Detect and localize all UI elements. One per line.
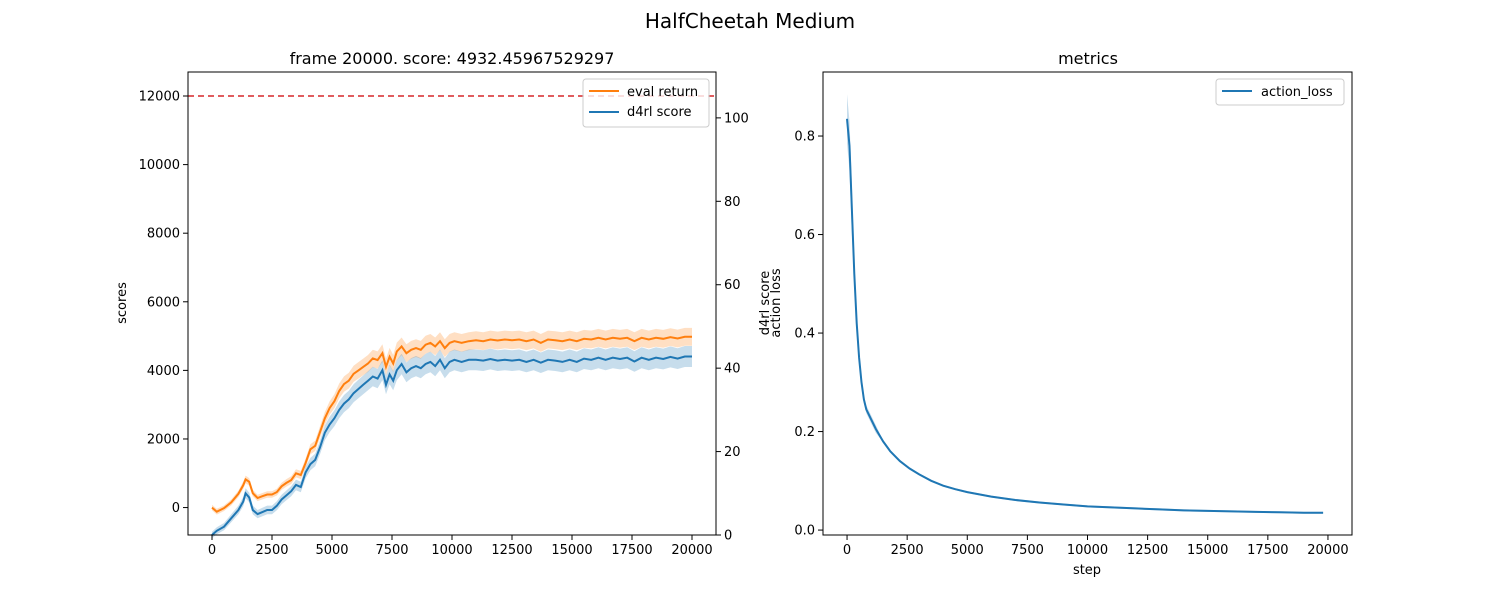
- legend-label-d4rl-score: d4rl score: [627, 105, 692, 120]
- scores-x-tick-label: 5000: [315, 543, 348, 558]
- metrics-y-tick-label: 0.4: [794, 327, 815, 342]
- legend-label-eval-return: eval return: [627, 85, 698, 100]
- metrics-y-tick-label: 0.0: [794, 524, 815, 539]
- metrics-x-tick-label: 10000: [1067, 543, 1108, 558]
- scores-x-tick-label: 17500: [611, 543, 652, 558]
- scores-x-tick-label: 2500: [255, 543, 288, 558]
- scores-chart: frame 20000. score: 4932.45967529297 0 25…: [115, 49, 749, 558]
- eval-return-band: [212, 327, 692, 515]
- d4rl-y-tick-label: 20: [724, 445, 741, 460]
- scores-y-tick-label: 2000: [147, 432, 180, 447]
- d4rl-y-tick-label: 60: [724, 278, 741, 293]
- d4rl-y-tick-label: 100: [724, 111, 749, 126]
- scores-axes-frame: [187, 71, 717, 536]
- metrics-y-tick-label: 0.8: [794, 130, 815, 145]
- d4rl-y-axis: 0 20 40 60 80 100: [716, 111, 749, 544]
- action-loss-line: [846, 118, 1324, 514]
- metrics-y-tick-label: 0.2: [794, 425, 815, 440]
- scores-y-tick-label: 8000: [147, 227, 180, 242]
- scores-x-tick-label: 10000: [431, 543, 472, 558]
- scores-y-tick-label: 6000: [147, 295, 180, 310]
- metrics-axes-frame: [822, 71, 1353, 536]
- scores-x-tick-label: 7500: [375, 543, 408, 558]
- scores-chart-title: frame 20000. score: 4932.45967529297: [290, 49, 615, 68]
- metrics-legend-box: [1215, 78, 1345, 106]
- d4rl-score-axis-label: d4rl score: [758, 271, 773, 336]
- action-loss-axis-label: action loss: [769, 268, 784, 337]
- d4rl-score-line: [211, 355, 692, 536]
- metrics-x-tick-label: 15000: [1187, 543, 1228, 558]
- metrics-y-tick-label: 0.6: [794, 228, 815, 243]
- action-loss-band: [847, 94, 1324, 514]
- metrics-x-tick-label: 12500: [1127, 543, 1168, 558]
- scores-plot-area: [188, 95, 716, 539]
- scores-legend: eval return d4rl score: [582, 78, 710, 128]
- metrics-x-tick-label: 20000: [1307, 543, 1348, 558]
- scores-y-axis: 0 2000 4000 6000 8000 10000 12000: [139, 90, 188, 516]
- figure-suptitle: HalfCheetah Medium: [645, 9, 855, 33]
- metrics-chart-title: metrics: [1058, 49, 1118, 68]
- scores-y-tick-label: 4000: [147, 364, 180, 379]
- legend-label-action-loss: action_loss: [1261, 85, 1333, 100]
- scores-x-tick-label: 20000: [671, 543, 712, 558]
- metrics-x-tick-label: 7500: [1011, 543, 1044, 558]
- scores-x-tick-label: 15000: [551, 543, 592, 558]
- metrics-plot-area: [846, 94, 1324, 514]
- metrics-x-tick-label: 2500: [891, 543, 924, 558]
- metrics-legend: action_loss: [1215, 78, 1345, 106]
- metrics-x-axis-label: step: [1073, 563, 1101, 578]
- d4rl-y-tick-label: 40: [724, 362, 741, 377]
- scores-x-tick-label: 12500: [491, 543, 532, 558]
- metrics-x-axis: 0 2500 5000 7500 10000 12500 15000 17500 20000: [843, 535, 1349, 558]
- d4rl-y-tick-label: 80: [724, 195, 741, 210]
- d4rl-y-tick-label: 0: [724, 529, 732, 544]
- scores-y-axis-label: scores: [115, 282, 130, 324]
- scores-x-axis: 0 2500 5000 7500 10000 12500 15000 17500 20000: [208, 535, 713, 558]
- metrics-y-axis: 0.0 0.2 0.4 0.6 0.8: [794, 130, 823, 539]
- scores-y-tick-label: 12000: [139, 90, 180, 105]
- eval-return-line: [211, 335, 692, 513]
- scores-y-tick-label: 10000: [139, 158, 180, 173]
- d4rl-score-band: [212, 346, 692, 539]
- scores-y-tick-label: 0: [172, 501, 180, 516]
- scores-x-tick-label: 0: [208, 543, 216, 558]
- metrics-x-tick-label: 5000: [951, 543, 984, 558]
- metrics-x-tick-label: 17500: [1247, 543, 1288, 558]
- metrics-chart: metrics 0 2500 5000 7500 10000 12500 15000 1750…: [794, 49, 1353, 578]
- metrics-x-tick-label: 0: [843, 543, 851, 558]
